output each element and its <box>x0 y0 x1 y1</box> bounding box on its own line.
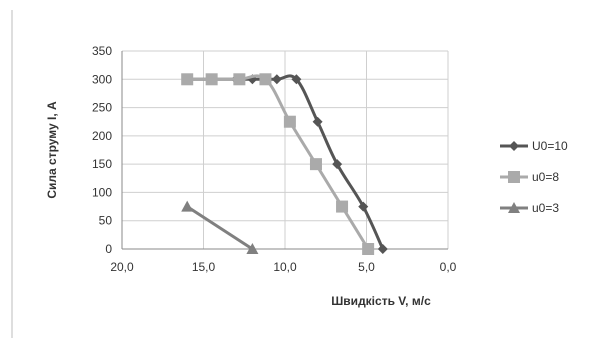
x-tick-label: 20,0 <box>110 260 134 274</box>
series-line <box>186 205 254 251</box>
legend-marker <box>508 202 520 213</box>
y-tick-label: 350 <box>92 44 112 58</box>
data-point <box>336 200 349 213</box>
y-tick-label: 0 <box>105 242 112 256</box>
data-point <box>332 159 343 170</box>
legend-label: u0=8 <box>532 170 559 184</box>
data-point <box>309 158 322 171</box>
y-tick-label: 300 <box>92 72 112 86</box>
x-tick-label: 0,0 <box>440 260 457 274</box>
y-tick-labels: 0 50 100 150 200 250 300 350 <box>92 44 112 256</box>
series-u0-3 <box>181 200 259 254</box>
legend-marker <box>509 141 519 151</box>
y-tick-label: 200 <box>92 129 112 143</box>
y-tick-label: 250 <box>92 101 112 115</box>
series-u0-8 <box>181 73 375 255</box>
legend-item: u0=3 <box>500 201 559 215</box>
gridlines <box>122 50 449 249</box>
x-tick-label: 15,0 <box>192 260 216 274</box>
data-point <box>233 73 246 86</box>
data-point <box>312 116 323 127</box>
y-tick-label: 150 <box>92 157 112 171</box>
data-point <box>291 74 302 85</box>
data-point <box>377 244 388 254</box>
data-point <box>358 201 369 212</box>
data-point <box>181 200 194 212</box>
legend-label: u0=3 <box>532 201 559 215</box>
legend-item: u0=8 <box>500 170 559 184</box>
data-point <box>283 115 296 128</box>
y-tick-label: 50 <box>99 214 113 228</box>
series-group <box>181 73 388 255</box>
data-point <box>246 243 259 254</box>
legend-item: U0=10 <box>500 139 568 153</box>
data-point <box>205 73 218 86</box>
data-point <box>362 243 375 255</box>
data-point <box>181 73 194 86</box>
x-tick-label: 5,0 <box>358 260 375 274</box>
y-tick-label: 100 <box>92 185 112 199</box>
data-point <box>259 73 272 86</box>
legend-marker <box>508 171 520 183</box>
legend-label: U0=10 <box>532 139 568 153</box>
y-axis-label: Сила струму I, А <box>45 101 59 199</box>
x-tick-labels: 20,0 15,0 10,0 5,0 0,0 <box>110 260 456 274</box>
legend: U0=10 u0=8 u0=3 <box>500 139 568 215</box>
data-point <box>271 74 282 85</box>
x-tick-label: 10,0 <box>273 260 297 274</box>
x-axis-label: Швидкість V, м/с <box>331 294 431 308</box>
axes <box>121 51 448 250</box>
